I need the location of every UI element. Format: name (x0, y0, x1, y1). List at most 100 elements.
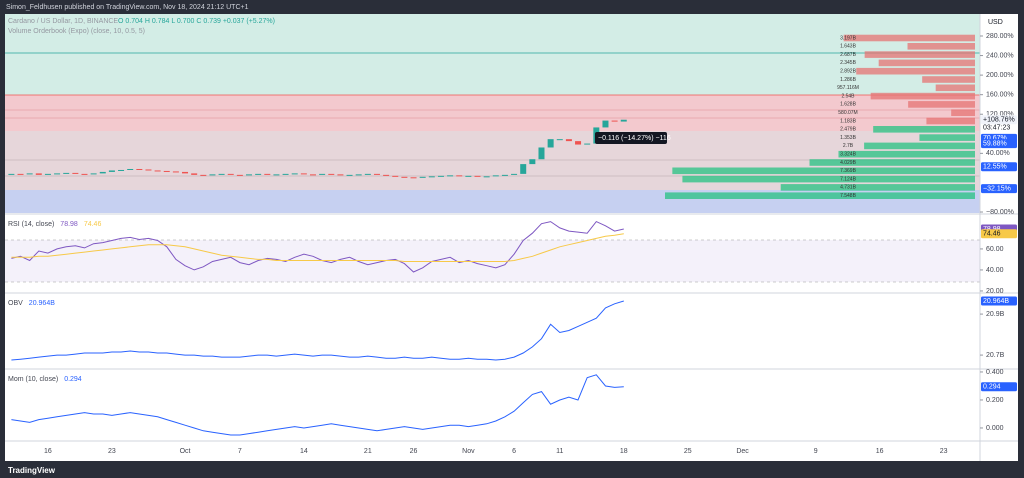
x-tick-label: 26 (410, 448, 418, 455)
price-label-text: 59.88% (983, 140, 1007, 147)
candle (392, 175, 399, 177)
candle (72, 172, 79, 174)
candle (54, 173, 61, 175)
price-label-text: +108.76% (983, 117, 1015, 124)
x-tick-label: 23 (940, 448, 948, 455)
brand[interactable]: TradingView (8, 466, 56, 475)
volume-profile-label: 2.7B (843, 143, 854, 149)
indicator-line (11, 300, 624, 361)
x-tick-label: Dec (736, 448, 749, 455)
legend-value: 74.46 (84, 221, 102, 228)
candle (474, 175, 481, 177)
volume-profile-bar (878, 59, 975, 67)
volume-profile-label: 1.183B (840, 118, 857, 124)
indicator-line (11, 233, 624, 262)
volume-profile-label: 957.116M (837, 85, 859, 91)
candle (90, 173, 97, 175)
volume-profile-bar (873, 126, 975, 133)
volume-profile-label: 3.197B (840, 35, 857, 41)
x-tick-label: 21 (364, 448, 372, 455)
price-label (981, 139, 1017, 149)
price-label-text: 70.67% (983, 135, 1007, 142)
candle (154, 170, 161, 172)
candle (191, 173, 198, 175)
candle (584, 143, 591, 145)
legend-value: 20.964B (29, 300, 55, 307)
candle (520, 164, 527, 174)
last-value-marker-text: 74.46 (983, 231, 1001, 238)
candle (255, 173, 262, 175)
y-tick-label: 20.9B (986, 311, 1005, 318)
candle (182, 171, 189, 174)
volume-profile-label: 7.124B (840, 176, 857, 182)
x-tick-label: 11 (556, 448, 563, 455)
candle (575, 141, 582, 145)
x-tick-label: 14 (300, 448, 308, 455)
x-tick-label: 6 (512, 448, 516, 455)
x-tick-label: 23 (108, 448, 116, 455)
candle (273, 174, 280, 176)
volume-profile-label: 2.892B (840, 69, 857, 75)
indicator-legend: Volume Orderbook (Expo) (close, 10, 0.5,… (8, 28, 145, 35)
volume-profile-label: 7.548B (840, 193, 857, 199)
candle (437, 175, 444, 177)
candle (291, 173, 298, 175)
volume-profile-label: 4.731B (840, 185, 857, 191)
price-label (981, 115, 1017, 125)
candle (492, 175, 499, 177)
volume-profile-label: 580.07M (838, 110, 857, 116)
candle (108, 170, 115, 172)
y-tick-label: 240.00% (986, 52, 1014, 59)
legend-value: 78.98 (60, 221, 78, 228)
candle (501, 174, 508, 176)
candle (300, 173, 307, 175)
volume-profile-bar (682, 175, 975, 183)
candle (44, 173, 51, 175)
candle (346, 174, 353, 176)
y-tick-label: 120.00% (986, 111, 1014, 118)
candle (218, 173, 225, 175)
candle (172, 171, 179, 173)
currency: USD (988, 19, 1003, 26)
zone (5, 14, 980, 95)
countdown: 03:47:23 (983, 125, 1010, 132)
candle (81, 173, 88, 175)
candle (209, 174, 216, 176)
x-tick-label: 16 (876, 448, 884, 455)
last-value-marker-text: 20.964B (983, 298, 1009, 305)
candle (63, 172, 70, 174)
candle (200, 174, 207, 176)
y-tick-label: 20.7B (986, 352, 1005, 359)
volume-profile-bar (919, 134, 975, 141)
volume-profile-label: 1.286B (840, 77, 857, 83)
x-tick-label: 16 (44, 448, 52, 455)
candle (428, 176, 435, 178)
volume-profile-bar (780, 184, 975, 191)
candle (337, 174, 344, 176)
price-label-text: −32.15% (983, 185, 1011, 192)
x-tick-label: 9 (814, 448, 818, 455)
volume-profile-bar (864, 142, 975, 150)
last-value-marker (981, 229, 1017, 239)
candle (364, 173, 371, 175)
x-tick-label: 18 (620, 448, 628, 455)
y-tick-label: 40.00 (986, 267, 1004, 274)
y-tick-label: 60.00 (986, 246, 1004, 253)
x-tick-label: Nov (462, 448, 475, 455)
last-value-marker (981, 296, 1017, 306)
volume-profile-bar (951, 109, 975, 116)
indicator-title: Mom (10, close) (8, 376, 58, 383)
candle (236, 174, 243, 176)
candle (355, 174, 362, 176)
candle (227, 173, 234, 175)
candle (511, 173, 518, 175)
y-tick-label: 280.00% (986, 33, 1014, 40)
candle (319, 173, 326, 175)
volume-profile-label: 3.324B (840, 152, 857, 158)
candle (163, 170, 170, 172)
volume-profile-bar (864, 51, 975, 58)
volume-profile-label: 1.628B (840, 102, 857, 108)
indicator-title: RSI (14, close) (8, 221, 54, 228)
